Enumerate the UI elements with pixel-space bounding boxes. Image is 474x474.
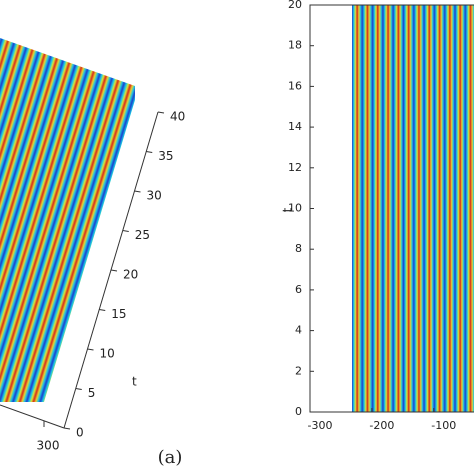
y-tick-label: 8 xyxy=(295,242,302,255)
y-tick-label: 0 xyxy=(295,405,302,418)
y-tick-label: 20 xyxy=(123,268,138,282)
tick-mark xyxy=(75,388,82,390)
axis-label: t xyxy=(281,207,295,212)
y-tick-label: 15 xyxy=(111,307,126,321)
tick-mark xyxy=(87,348,94,351)
caption: (a) xyxy=(158,447,183,468)
tick-mark xyxy=(122,230,129,232)
tick-mark xyxy=(110,269,118,272)
axis-label: t xyxy=(132,375,137,389)
y-tick-label: 14 xyxy=(288,120,302,133)
x-tick-label: 300 xyxy=(37,439,60,453)
y-tick-label: 5 xyxy=(88,386,96,400)
heatmap-field xyxy=(352,5,474,412)
y-tick-label: 4 xyxy=(295,324,302,337)
y-tick-label: 35 xyxy=(158,149,173,163)
y-tick-label: 2 xyxy=(295,364,302,377)
y-tick-label: 6 xyxy=(295,283,302,296)
y-tick-label: 18 xyxy=(288,39,302,52)
y-tick-label: 25 xyxy=(135,228,150,242)
y-tick-label: 10 xyxy=(288,202,302,215)
tick-mark xyxy=(157,111,165,114)
tick-mark xyxy=(99,309,106,311)
tick-mark xyxy=(146,151,153,153)
x-tick-label: -100 xyxy=(431,419,456,432)
tick-mark xyxy=(134,190,141,193)
y-tick-label: 0 xyxy=(76,426,84,440)
y-tick-label: 10 xyxy=(100,347,115,361)
x-tick-label: -200 xyxy=(369,419,394,432)
y-tick-label: 16 xyxy=(288,79,302,92)
y-tick-label: 40 xyxy=(170,110,185,124)
x-tick-label: -300 xyxy=(308,419,333,432)
tick-mark xyxy=(63,427,71,430)
y-tick-label: 20 xyxy=(288,0,302,11)
y-tick-label: 12 xyxy=(288,161,302,174)
x-axis xyxy=(0,404,65,429)
y-tick-label: 30 xyxy=(147,189,162,203)
heatmap-plot xyxy=(309,4,474,413)
surface xyxy=(0,38,135,402)
